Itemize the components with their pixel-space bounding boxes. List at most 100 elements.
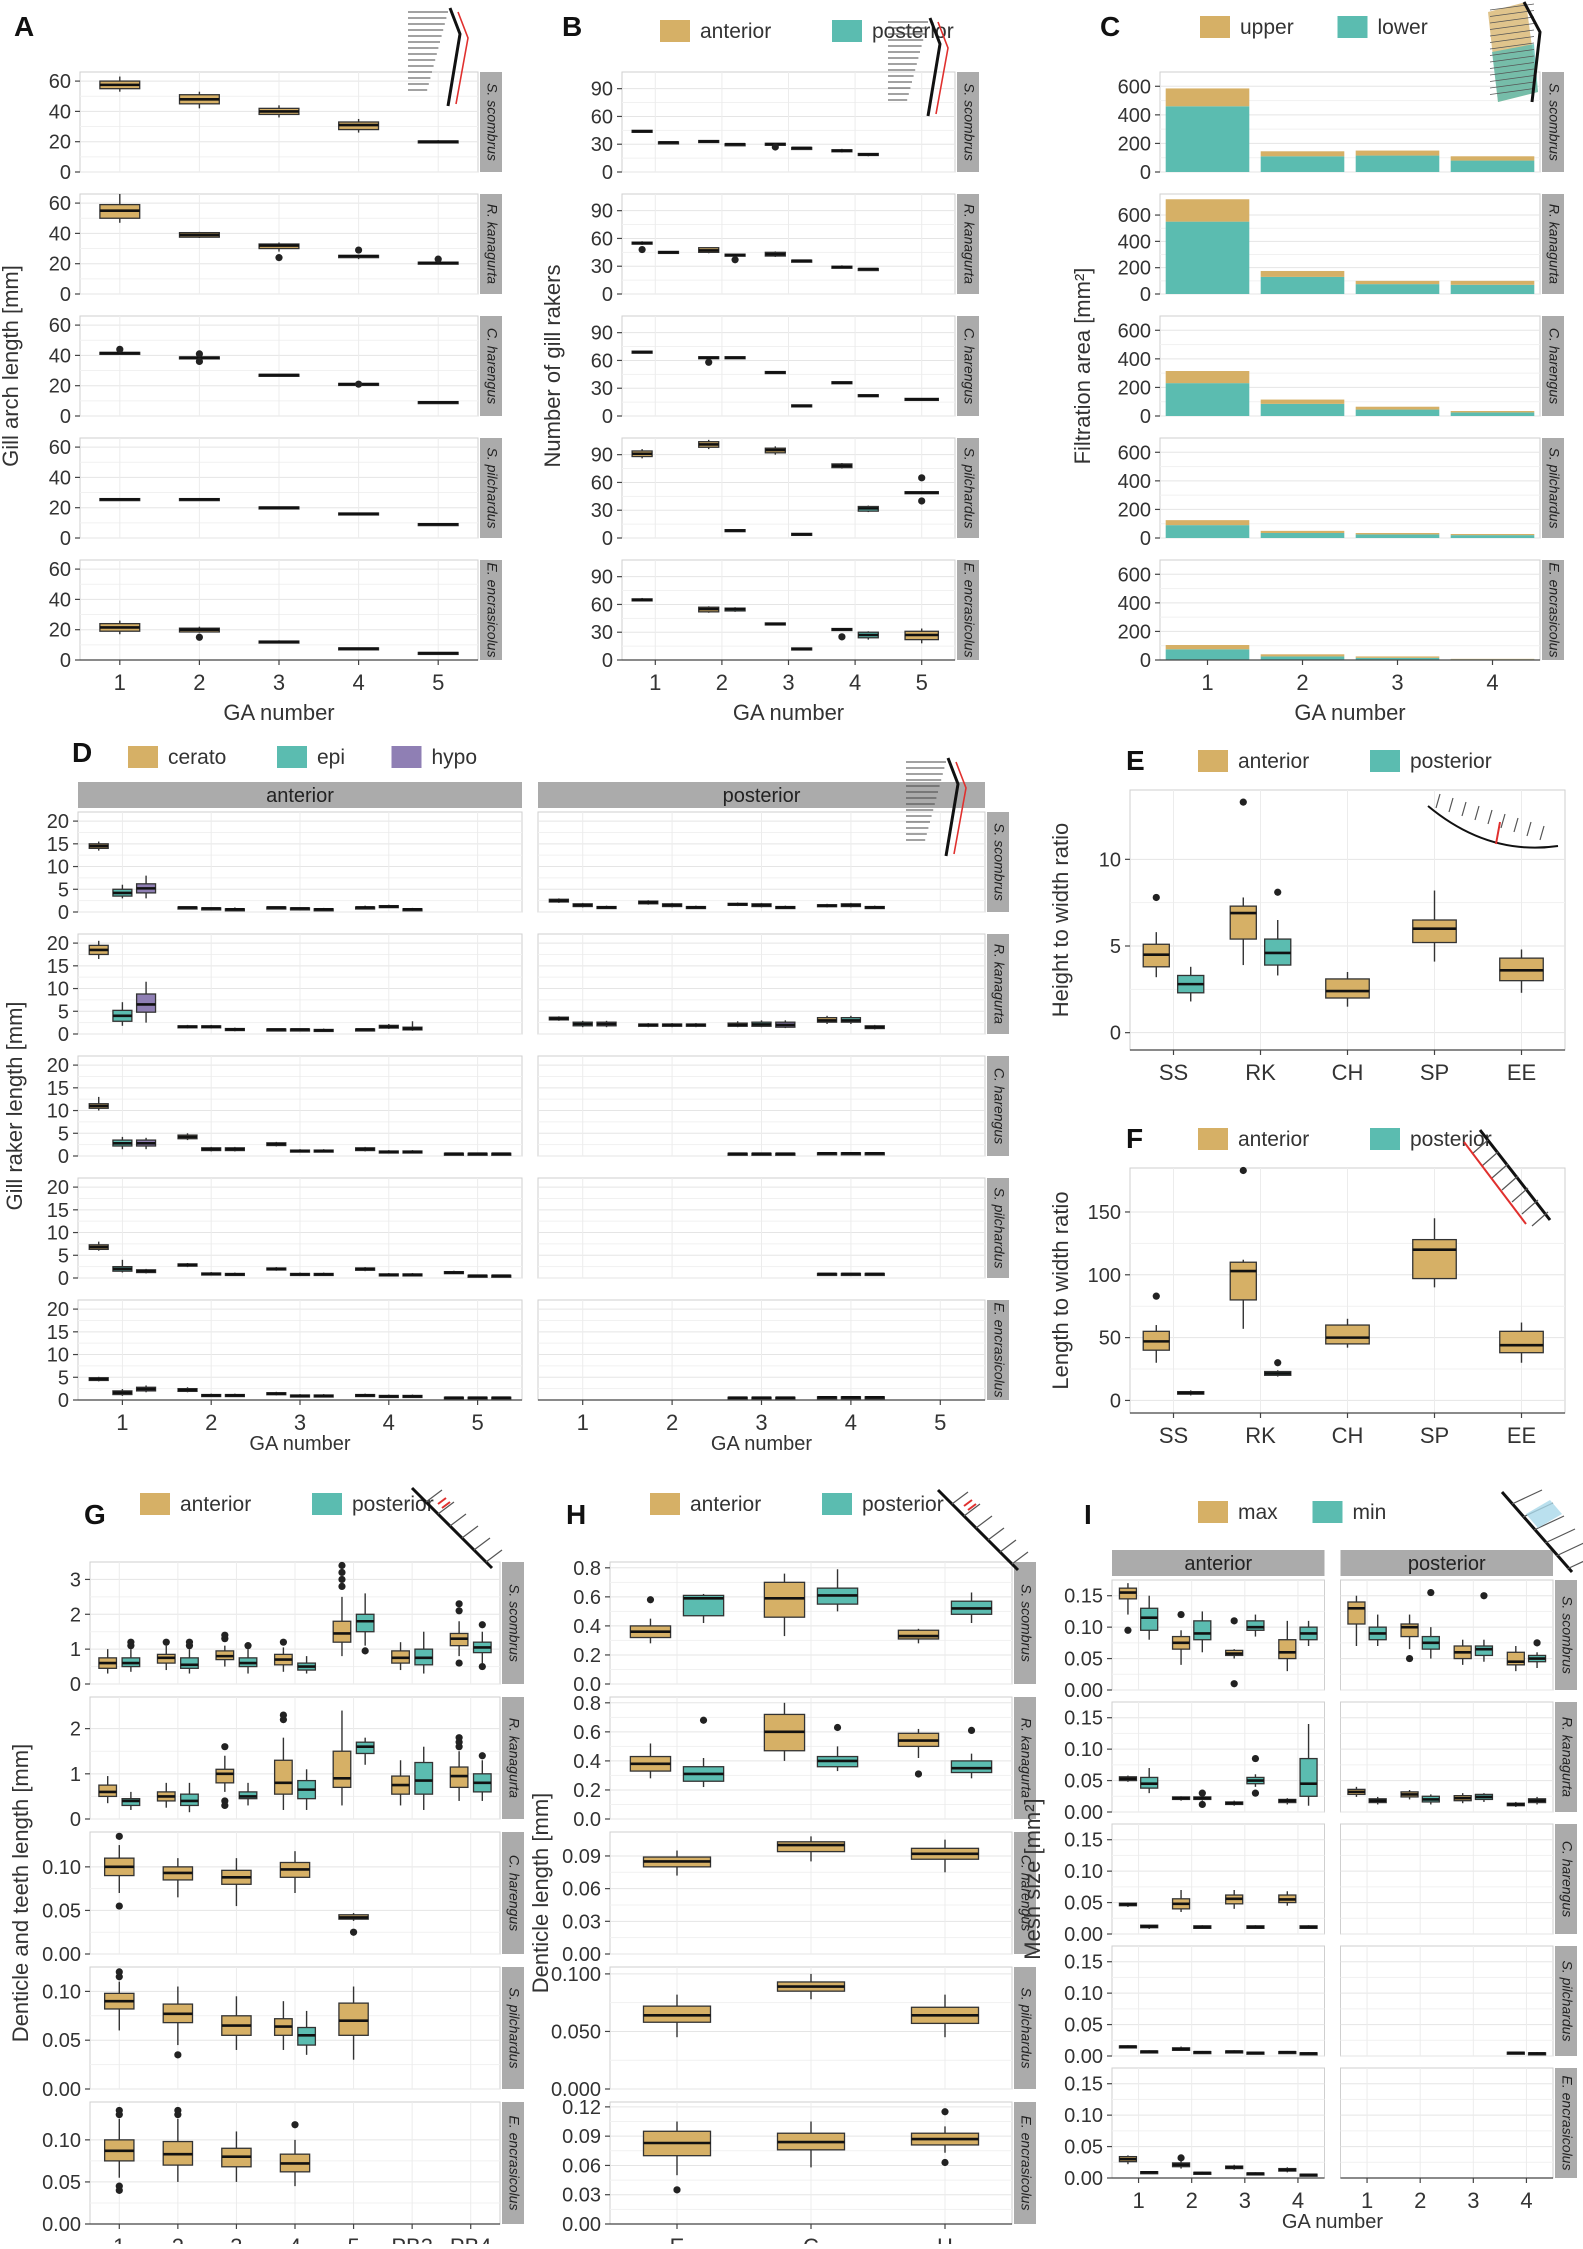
y-tick-label: 0.00 <box>1064 2168 1103 2190</box>
box-outlier <box>280 1639 287 1646</box>
y-tick-label: 10 <box>1099 849 1121 871</box>
facet-strip-label: S. scombrus <box>961 83 977 161</box>
x-tick-label: C <box>803 2234 819 2244</box>
x-tick-label: 4 <box>849 670 861 695</box>
x-axis-title: GA number <box>1282 2211 1384 2233</box>
legend-swatch-teal <box>822 1493 852 1515</box>
x-axis-title: GA number <box>711 1433 813 1455</box>
facet-strip-label: E. encrasicolus <box>991 1303 1007 1398</box>
box-gold <box>275 1760 293 1794</box>
box-outlier <box>731 256 738 263</box>
y-tick-label: 0.05 <box>1064 1771 1103 1793</box>
y-tick-label: 0.00 <box>42 2079 81 2101</box>
x-tick-label: 2 <box>1414 2188 1426 2213</box>
legend-label: epi <box>317 746 345 769</box>
y-tick-label: 20 <box>49 254 71 276</box>
bar-upper <box>1356 656 1440 657</box>
legend-label: cerato <box>168 746 226 769</box>
inset-raker-line <box>1000 1540 1016 1552</box>
legend-label: anterior <box>700 20 771 43</box>
box-outlier <box>700 1717 707 1724</box>
box-outlier <box>275 254 282 261</box>
y-tick-label: 200 <box>1118 621 1151 643</box>
y-tick-label: 0 <box>60 284 71 306</box>
legend-label: anterior <box>1238 1128 1309 1151</box>
y-tick-label: 90 <box>591 567 613 589</box>
y-tick-label: 0.05 <box>1064 2015 1103 2037</box>
box-outlier <box>291 2121 298 2128</box>
box-gold <box>898 1630 938 1639</box>
bar-upper <box>1356 281 1440 284</box>
y-tick-label: 60 <box>591 106 613 128</box>
y-tick-label: 60 <box>49 559 71 581</box>
y-tick-label: 0.00 <box>1064 1802 1103 1824</box>
legend-label: lower <box>1378 16 1428 39</box>
x-tick-label: EE <box>1507 1423 1536 1448</box>
y-tick-label: 0.10 <box>42 1981 81 2003</box>
facet-strip-label: S. pilchardus <box>961 448 977 529</box>
y-tick-label: 0.15 <box>1064 1708 1103 1730</box>
bar-lower <box>1451 535 1535 538</box>
legend-swatch-gold <box>128 746 158 768</box>
y-tick-label: 0 <box>70 1674 81 1696</box>
y-tick-label: 0.10 <box>1064 1861 1103 1883</box>
facet-strip-label: R. kanagurta <box>484 204 500 284</box>
bar-lower <box>1166 649 1250 660</box>
y-axis-title: Length to width ratio <box>1048 1191 1073 1389</box>
y-tick-label: 0.100 <box>551 1964 601 1986</box>
bar-upper <box>1166 371 1250 383</box>
box-outlier <box>479 1752 486 1759</box>
y-tick-label: 60 <box>591 594 613 616</box>
box-outlier <box>1533 1639 1540 1646</box>
legend-label: upper <box>1240 16 1294 39</box>
x-tick-label: 3 <box>294 1410 306 1435</box>
y-tick-label: 40 <box>49 467 71 489</box>
y-tick-label: 0 <box>58 1024 69 1046</box>
y-tick-label: 90 <box>591 201 613 223</box>
bar-upper <box>1261 400 1345 404</box>
legend-label: max <box>1238 1501 1278 1524</box>
x-tick-label: 2 <box>1296 670 1308 695</box>
box-outlier <box>838 633 845 640</box>
legend-swatch-teal <box>1338 16 1368 38</box>
x-tick-label: 1 <box>1132 2188 1144 2213</box>
x-tick-label: 2 <box>1186 2188 1198 2213</box>
box-gold <box>1413 920 1457 943</box>
x-tick-label: EE <box>1507 1060 1536 1085</box>
y-tick-label: 0.03 <box>562 1911 601 1933</box>
legend-label: anterior <box>1238 750 1309 773</box>
panel-label-I: I <box>1084 1499 1092 1530</box>
panel-background <box>1112 1946 1325 2056</box>
y-tick-label: 400 <box>1118 593 1151 615</box>
y-tick-label: 0.4 <box>573 1616 601 1638</box>
panel-background <box>1112 1824 1325 1934</box>
facet-strip-label: E. encrasicolus <box>961 563 977 658</box>
y-tick-label: 0.0 <box>573 1809 601 1831</box>
y-tick-label: 60 <box>49 71 71 93</box>
y-tick-label: 0.10 <box>1064 2105 1103 2127</box>
legend-label: posterior <box>1410 750 1492 773</box>
x-tick-label: 4 <box>1292 2188 1304 2213</box>
box-outlier <box>772 143 779 150</box>
y-tick-label: 0 <box>58 902 69 924</box>
bar-upper <box>1261 271 1345 277</box>
box-outlier <box>116 2187 123 2194</box>
y-tick-label: 90 <box>591 445 613 467</box>
y-tick-label: 0.15 <box>1064 1952 1103 1974</box>
x-tick-label: 1 <box>116 1410 128 1435</box>
x-tick-label: 3 <box>755 1410 767 1435</box>
box-purple <box>137 994 156 1012</box>
inset-raker-line <box>1512 1490 1542 1504</box>
y-tick-label: 15 <box>47 1322 69 1344</box>
box-teal <box>1475 1646 1492 1655</box>
x-tick-label: 3 <box>1467 2188 1479 2213</box>
x-tick-label: 2 <box>205 1410 217 1435</box>
inset-raker-line <box>1545 1529 1575 1543</box>
y-tick-label: 10 <box>47 1345 69 1367</box>
facet-strip-label: S. scombrus <box>1018 1584 1034 1662</box>
y-tick-label: 15 <box>47 956 69 978</box>
legend-label: hypo <box>432 746 478 769</box>
box-outlier <box>705 359 712 366</box>
